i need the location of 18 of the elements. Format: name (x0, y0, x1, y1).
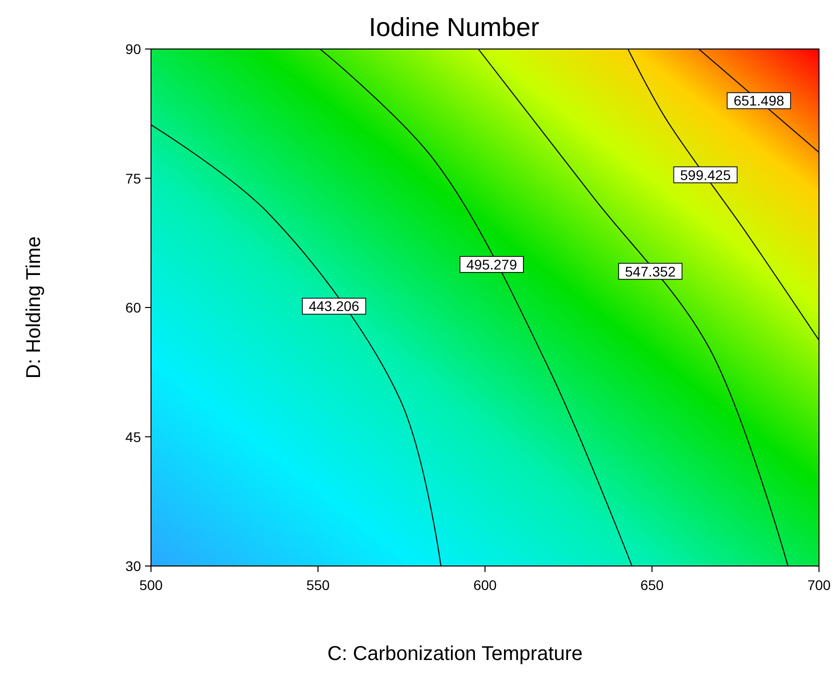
series-label: 495.279 (466, 256, 518, 272)
y-axis-title: D: Holding Time (23, 236, 45, 379)
y-tick-label: 90 (125, 41, 142, 57)
x-tick-label: 550 (306, 577, 330, 593)
y-tick-label: 60 (125, 300, 142, 316)
x-tick-label: 650 (640, 577, 664, 593)
series-label: 599.425 (680, 166, 731, 183)
series-label: 443.206 (308, 298, 360, 314)
series-label: 547.352 (625, 263, 676, 280)
x-tick-label: 600 (473, 577, 497, 593)
x-axis-title: C: Carbonization Temprature (327, 643, 583, 665)
y-tick-label: 45 (125, 428, 142, 445)
series-label: 651.498 (734, 92, 784, 109)
y-tick-label: 75 (125, 170, 142, 186)
x-tick-label: 700 (807, 577, 831, 593)
y-tick-label: 30 (125, 558, 142, 574)
x-tick-label: 500 (139, 577, 163, 593)
chart-title: Iodine Number (368, 12, 540, 42)
